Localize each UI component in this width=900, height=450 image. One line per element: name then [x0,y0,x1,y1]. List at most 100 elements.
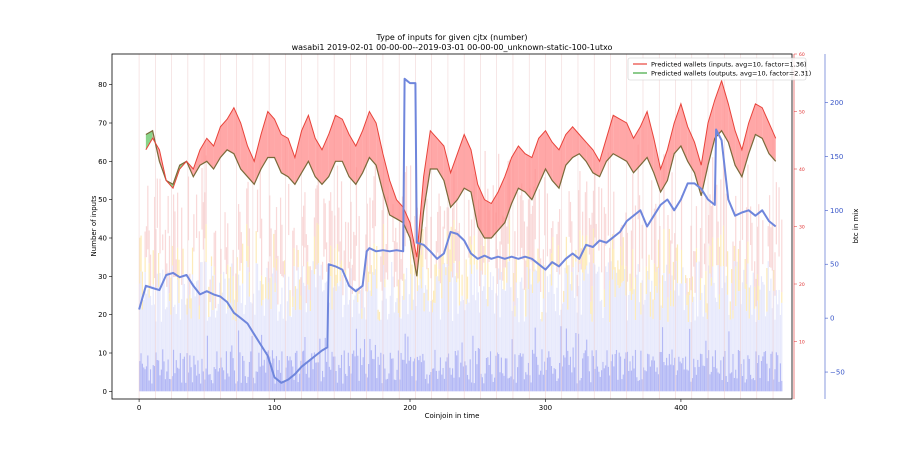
bar-lavender [506,282,508,359]
bar-blue [405,363,408,392]
bar-blue [388,373,390,392]
bar-pink [282,261,284,278]
bar-blue [491,374,493,392]
bar-yellow [198,305,200,320]
bar-blue [430,371,432,392]
bar-yellow [659,283,661,321]
inputs-excess-fill [518,146,526,192]
bar-lavender [774,319,776,370]
bar-lavender [412,299,414,362]
bar-blue [311,353,313,392]
bar-blue [720,360,722,392]
bar-pink [296,245,298,271]
bar-lavender [535,270,538,357]
bar-blue [457,350,459,392]
bar-blue [694,367,696,392]
bar-blue [537,364,539,392]
bar-lavender [286,301,288,356]
bar-lavender [521,277,523,357]
bar-blue [652,356,654,392]
bar-blue [493,377,496,392]
bar-yellow [590,301,592,314]
bar-pink [594,171,596,238]
bar-lavender [544,265,546,362]
bar-lavender [697,316,699,360]
bar-yellow [622,237,624,282]
bar-pink [159,178,161,254]
bar-pink [149,254,152,288]
bar-pink [350,201,352,259]
bar-blue [670,364,672,392]
bar-blue [275,356,278,392]
bar-lavender [407,314,409,337]
bar-blue [657,374,660,392]
inputs-excess-fill [559,134,566,189]
bar-blue [346,375,348,392]
bar-pink [292,230,294,297]
bar-blue [261,334,263,392]
bar-pink [270,228,272,277]
bar-pink [767,226,769,247]
bar-lavender [149,295,152,370]
bar-blue [227,373,229,392]
bar-blue [339,368,341,392]
bar-yellow [476,260,478,270]
inputs-excess-fill [220,119,228,158]
bar-lavender [460,301,462,363]
bar-lavender [247,267,249,377]
bar-blue [456,355,458,392]
bar-pink [198,231,200,306]
bar-pink [637,144,639,220]
bar-blue [236,381,238,392]
bar-blue [368,364,370,392]
bar-lavender [293,266,295,380]
bar-lavender [378,320,381,365]
bar-pink [393,240,395,288]
bar-blue [725,376,727,392]
inputs-excess-fill [613,115,620,158]
bar-blue [523,379,526,392]
bar-lavender [690,322,692,382]
bar-pink [725,193,727,267]
bar-yellow [141,271,144,310]
bar-pink [576,274,578,297]
bar-lavender [240,303,242,383]
bar-yellow [140,235,142,272]
bar-pink [603,207,605,290]
bar-blue [323,377,325,392]
bar-blue [530,382,532,392]
bar-pink [655,203,657,272]
bar-yellow [603,289,605,308]
inputs-excess-fill [592,149,600,177]
bar-blue [560,326,562,392]
bar-blue [438,370,440,392]
plot-frame [111,53,793,400]
bar-blue [163,361,165,392]
inputs-excess-fill [477,184,485,238]
bar-lavender [720,266,722,361]
bar-blue [510,376,512,392]
bar-lavender [576,312,578,384]
bar-yellow [508,219,511,262]
bar-lavender [248,296,251,362]
bar-blue [666,357,668,392]
bar-lavender [610,261,612,362]
bar-lavender [703,284,706,367]
bar-lavender [408,294,410,361]
bar-lavender [361,318,363,366]
bar-yellow [541,311,543,322]
right-inner-tick-label: 10 [799,340,805,346]
bar-blue [756,363,758,392]
inputs-excess-fill [640,111,648,166]
bar-blue [372,358,374,392]
bar-lavender [572,267,574,348]
bar-yellow [630,288,633,301]
inputs-series-line [145,79,777,258]
bar-lavender [153,304,156,367]
bar-pink [695,206,698,249]
bar-pink [458,222,460,262]
bar-pink [699,228,702,278]
bar-pink [579,171,581,231]
bar-lavender [178,303,180,369]
bar-blue [258,352,260,392]
